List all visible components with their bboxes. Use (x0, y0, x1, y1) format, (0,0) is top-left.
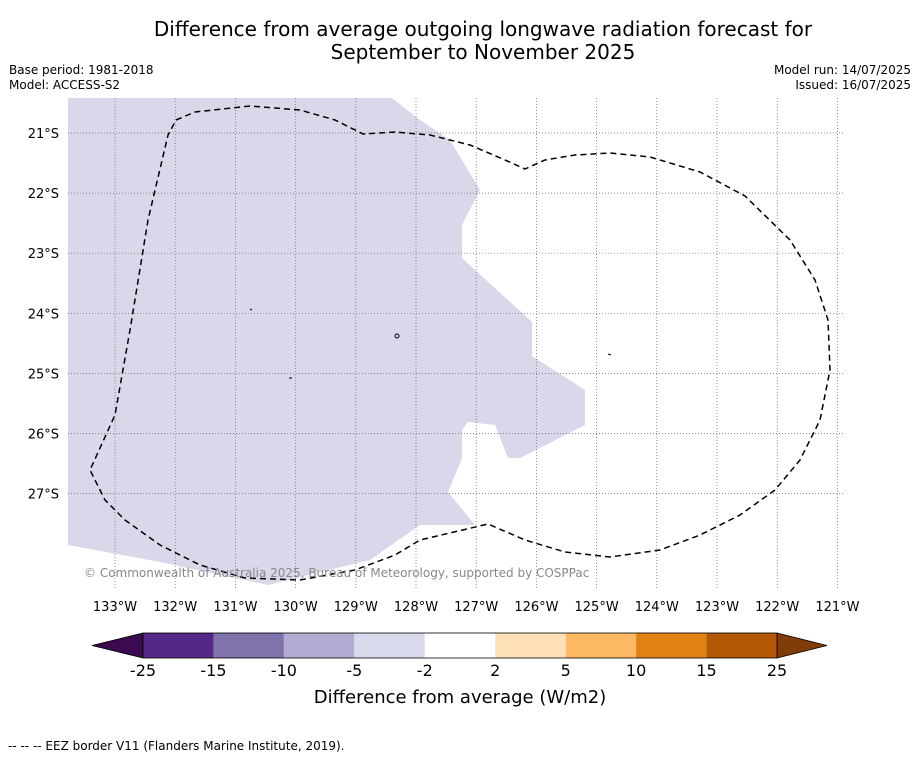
latitude-labels: 21°S 22°S 23°S 24°S 25°S 26°S 27°S (28, 127, 59, 503)
colorbar-tick-label: -10 (271, 661, 297, 680)
colorbar-segment (213, 633, 284, 658)
longitude-tick-label: 127°W (454, 600, 498, 615)
colorbar-segment (354, 633, 425, 658)
colorbar-segment (636, 633, 707, 658)
longitude-tick-label: 126°W (514, 600, 558, 615)
longitude-tick-label: 131°W (213, 600, 257, 615)
colorbar-over-arrow (776, 632, 828, 659)
longitude-tick-label: 128°W (394, 600, 438, 615)
eez-border (89, 105, 831, 581)
base-period: Base period: 1981-2018 (9, 63, 154, 77)
island (249, 308, 253, 311)
colorbar-tick-label: 25 (767, 661, 787, 680)
longitude-tick-label: 129°W (334, 600, 378, 615)
colorbar-segment (143, 633, 214, 658)
graticule (68, 98, 843, 590)
copyright-notice: © Commonwealth of Australia 2025, Bureau… (84, 566, 589, 580)
colorbar-tick-label: 5 (561, 661, 571, 680)
colorbar-tick-label: -15 (200, 661, 226, 680)
colorbar-tick-label: -25 (130, 661, 156, 680)
forecast-map: © Commonwealth of Australia 2025, Bureau… (28, 98, 860, 708)
colorbar-tick-label: -2 (417, 661, 433, 680)
footnote: -- -- -- EEZ border V11 (Flanders Marine… (8, 739, 345, 753)
colorbar-segment (706, 633, 777, 658)
latitude-tick-label: 21°S (28, 127, 59, 142)
colorbar-title: Difference from average (W/m2) (314, 687, 606, 708)
longitude-tick-label: 132°W (153, 600, 197, 615)
longitude-tick-label: 124°W (635, 600, 679, 615)
longitude-tick-label: 130°W (274, 600, 318, 615)
island (607, 353, 612, 356)
latitude-tick-label: 26°S (28, 428, 59, 443)
latitude-tick-label: 23°S (28, 247, 59, 262)
colorbar-segment (424, 633, 496, 658)
model-run: Model run: 14/07/2025 (773, 63, 911, 77)
map-title: Difference from average outgoing longwav… (0, 18, 919, 64)
colorbar-frame (142, 632, 778, 659)
islands (249, 308, 612, 379)
island (394, 333, 400, 339)
colorbar-segment (495, 633, 566, 658)
latitude-tick-label: 27°S (28, 488, 59, 503)
colorbar-segment (283, 633, 355, 658)
meta-right: Model run: 14/07/2025 Issued: 16/07/2025 (774, 63, 911, 93)
longitude-tick-label: 133°W (93, 600, 137, 615)
longitude-tick-label: 121°W (815, 600, 859, 615)
title-line-1: Difference from average outgoing longwav… (153, 17, 813, 41)
latitude-tick-label: 25°S (28, 367, 59, 382)
colorbar-under-arrow (91, 632, 144, 659)
longitude-labels: 133°W 132°W 131°W 130°W 129°W 128°W 127°W 126°W… (93, 600, 860, 615)
colorbar-segment (565, 633, 637, 658)
title-line-2: September to November 2025 (330, 40, 636, 64)
anomaly-region (68, 98, 585, 585)
meta-left: Base period: 1981-2018 Model: ACCESS-S2 (9, 63, 154, 93)
model-name: Model: ACCESS-S2 (9, 78, 121, 92)
colorbar-tick-label: -5 (346, 661, 362, 680)
colorbar-tick-label: 15 (696, 661, 716, 680)
longitude-tick-label: 125°W (575, 600, 619, 615)
issued-date: Issued: 16/07/2025 (795, 78, 911, 92)
longitude-tick-label: 123°W (695, 600, 739, 615)
colorbar-tick-label: 2 (490, 661, 500, 680)
colorbar-tick-label: 10 (626, 661, 646, 680)
longitude-tick-label: 122°W (755, 600, 799, 615)
latitude-tick-label: 24°S (28, 307, 59, 322)
latitude-tick-label: 22°S (28, 187, 59, 202)
